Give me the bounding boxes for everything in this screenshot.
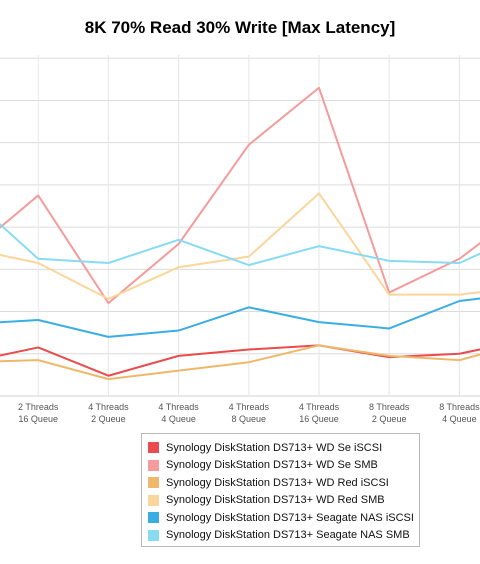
legend-swatch <box>148 442 159 454</box>
x-tick-label: 4 Threads 2 Queue <box>88 402 129 424</box>
series-line-5 <box>0 297 480 338</box>
legend-item: Synology DiskStation DS713+ WD Se iSCSI <box>148 439 419 457</box>
legend-swatch <box>148 494 159 506</box>
chart-title: 8K 70% Read 30% Write [Max Latency] <box>84 18 396 37</box>
series-line-6 <box>0 222 480 267</box>
series-line-3 <box>0 344 480 381</box>
legend-swatch <box>148 459 159 471</box>
legend-label: Synology DiskStation DS713+ Seagate NAS … <box>166 511 414 524</box>
legend-swatch <box>148 477 159 489</box>
legend-label: Synology DiskStation DS713+ Seagate NAS … <box>166 529 410 542</box>
series-line-2 <box>0 86 480 305</box>
legend-item: Synology DiskStation DS713+ WD Se SMB <box>148 457 419 475</box>
legend-label: Synology DiskStation DS713+ WD Se iSCSI <box>166 441 383 454</box>
legend-label: Synology DiskStation DS713+ WD Red SMB <box>166 494 385 507</box>
x-tick-label: 8 Threads 4 Queue <box>439 402 480 424</box>
legend-label: Synology DiskStation DS713+ WD Se SMB <box>166 459 378 472</box>
legend-item: Synology DiskStation DS713+ WD Red iSCSI <box>148 474 419 492</box>
grid-lines <box>0 55 480 397</box>
x-tick-label: 8 Threads 2 Queue <box>369 402 410 424</box>
legend: Synology DiskStation DS713+ WD Se iSCSI S… <box>141 433 420 547</box>
x-tick-label: 4 Threads 16 Queue <box>299 402 340 424</box>
legend-item: Synology DiskStation DS713+ Seagate NAS … <box>148 527 419 545</box>
legend-label: Synology DiskStation DS713+ WD Red iSCSI <box>166 476 389 489</box>
legend-item: Synology DiskStation DS713+ Seagate NAS … <box>148 509 419 527</box>
x-tick-label: 4 Threads 4 Queue <box>158 402 199 424</box>
legend-swatch <box>148 512 159 524</box>
legend-item: Synology DiskStation DS713+ WD Red SMB <box>148 492 419 510</box>
x-tick-label: 2 Threads 16 Queue <box>18 402 59 424</box>
series-lines <box>0 86 480 381</box>
series-line-4 <box>0 192 480 300</box>
legend-swatch <box>148 529 159 541</box>
x-tick-label: 4 Threads 8 Queue <box>229 402 270 424</box>
